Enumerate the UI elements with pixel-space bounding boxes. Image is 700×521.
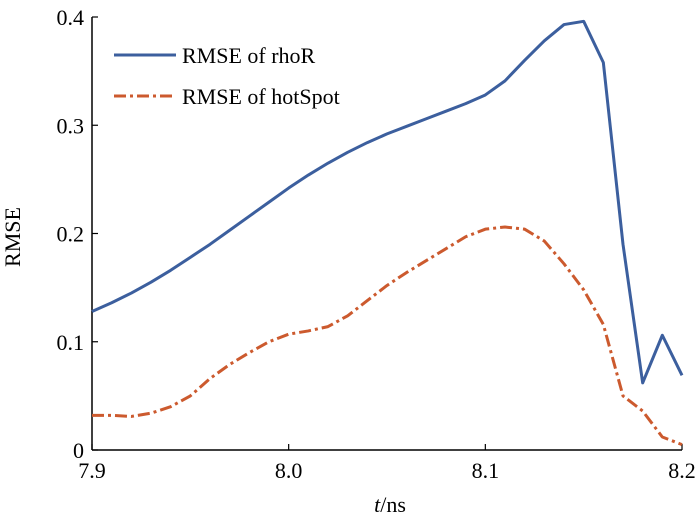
y-tick-label: 0.1 (57, 330, 85, 355)
y-tick-label: 0.2 (57, 222, 85, 247)
y-tick-label: 0 (73, 438, 84, 463)
x-axis-unit: /ns (380, 492, 406, 517)
legend-label-hotSpot: RMSE of hotSpot (182, 84, 340, 109)
axes: 0 0.1 0.2 0.3 0.4 7.9 8.0 8.1 8.2 (57, 5, 696, 483)
series-line-hotSpot (92, 225, 683, 446)
x-axis-title: t/ns (374, 492, 406, 517)
series-line-rhoR (91, 19, 684, 385)
y-axis-title: RMSE (0, 207, 25, 267)
y-tick-label: 0.4 (57, 5, 85, 30)
plot-area (91, 19, 684, 446)
x-tick-label: 8.1 (472, 458, 500, 483)
x-axis-variable: t (374, 492, 381, 517)
x-tick-label: 8.0 (275, 458, 303, 483)
legend: RMSE of rhoR RMSE of hotSpot (114, 43, 340, 109)
x-tick-label: 7.9 (78, 458, 106, 483)
x-tick-label: 8.2 (668, 458, 696, 483)
y-tick-label: 0.3 (57, 113, 85, 138)
legend-label-rhoR: RMSE of rhoR (182, 43, 316, 68)
